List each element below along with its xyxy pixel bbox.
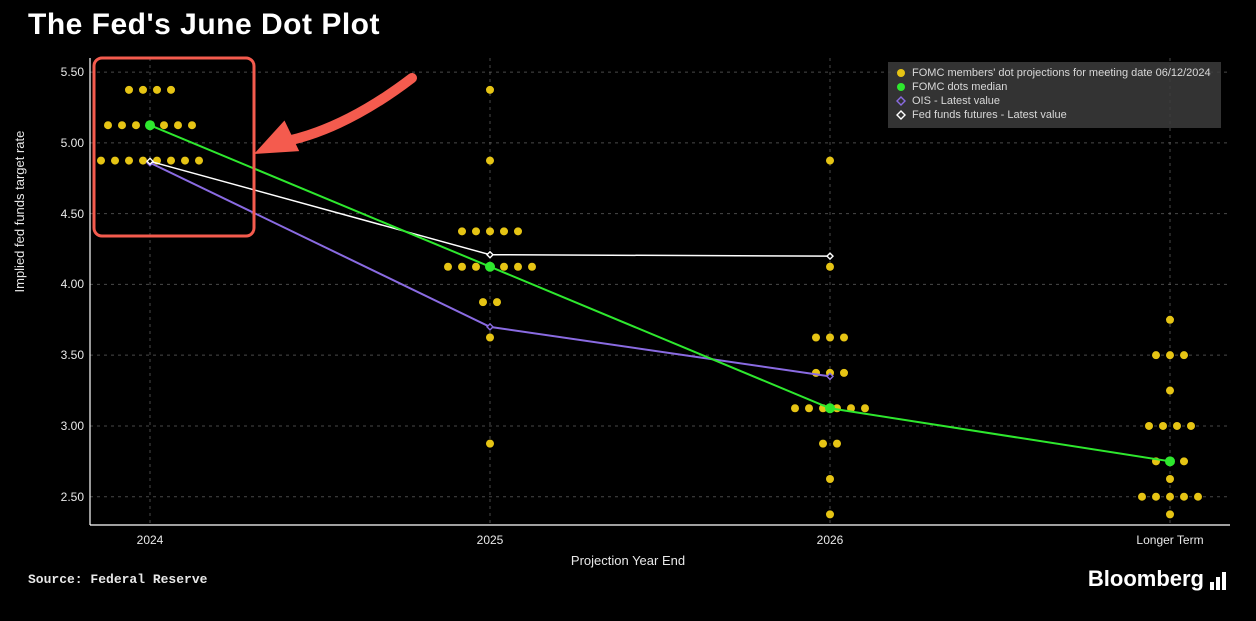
legend-item: OIS - Latest value bbox=[896, 94, 1211, 108]
y-tick-label: 4.00 bbox=[50, 277, 84, 291]
brand-text: Bloomberg bbox=[1088, 566, 1204, 592]
dot-icon bbox=[896, 68, 906, 78]
legend-item: FOMC dots median bbox=[896, 80, 1211, 94]
y-tick-label: 2.50 bbox=[50, 490, 84, 504]
diamond-icon bbox=[896, 96, 906, 106]
legend-label: FOMC dots median bbox=[912, 80, 1007, 94]
legend-label: Fed funds futures - Latest value bbox=[912, 108, 1067, 122]
y-axis-label: Implied fed funds target rate bbox=[12, 131, 27, 293]
y-tick-label: 4.50 bbox=[50, 207, 84, 221]
x-tick-label: 2024 bbox=[137, 533, 164, 547]
legend: FOMC members' dot projections for meetin… bbox=[888, 62, 1221, 128]
legend-item: FOMC members' dot projections for meetin… bbox=[896, 66, 1211, 80]
y-tick-label: 3.00 bbox=[50, 419, 84, 433]
legend-item: Fed funds futures - Latest value bbox=[896, 108, 1211, 122]
source-label: Source: Federal Reserve bbox=[28, 572, 207, 587]
legend-label: FOMC members' dot projections for meetin… bbox=[912, 66, 1211, 80]
y-tick-label: 5.00 bbox=[50, 136, 84, 150]
y-tick-label: 5.50 bbox=[50, 65, 84, 79]
dot-plot-chart: The Fed's June Dot Plot Implied fed fund… bbox=[0, 0, 1256, 621]
x-axis-label: Projection Year End bbox=[571, 553, 685, 568]
x-tick-label: 2025 bbox=[477, 533, 504, 547]
x-tick-label: Longer Term bbox=[1136, 533, 1203, 547]
y-tick-label: 3.50 bbox=[50, 348, 84, 362]
legend-label: OIS - Latest value bbox=[912, 94, 1000, 108]
dot-icon bbox=[896, 82, 906, 92]
diamond-icon bbox=[896, 110, 906, 120]
brand-label: Bloomberg bbox=[1088, 566, 1228, 592]
brand-icon bbox=[1210, 570, 1228, 588]
x-tick-label: 2026 bbox=[817, 533, 844, 547]
